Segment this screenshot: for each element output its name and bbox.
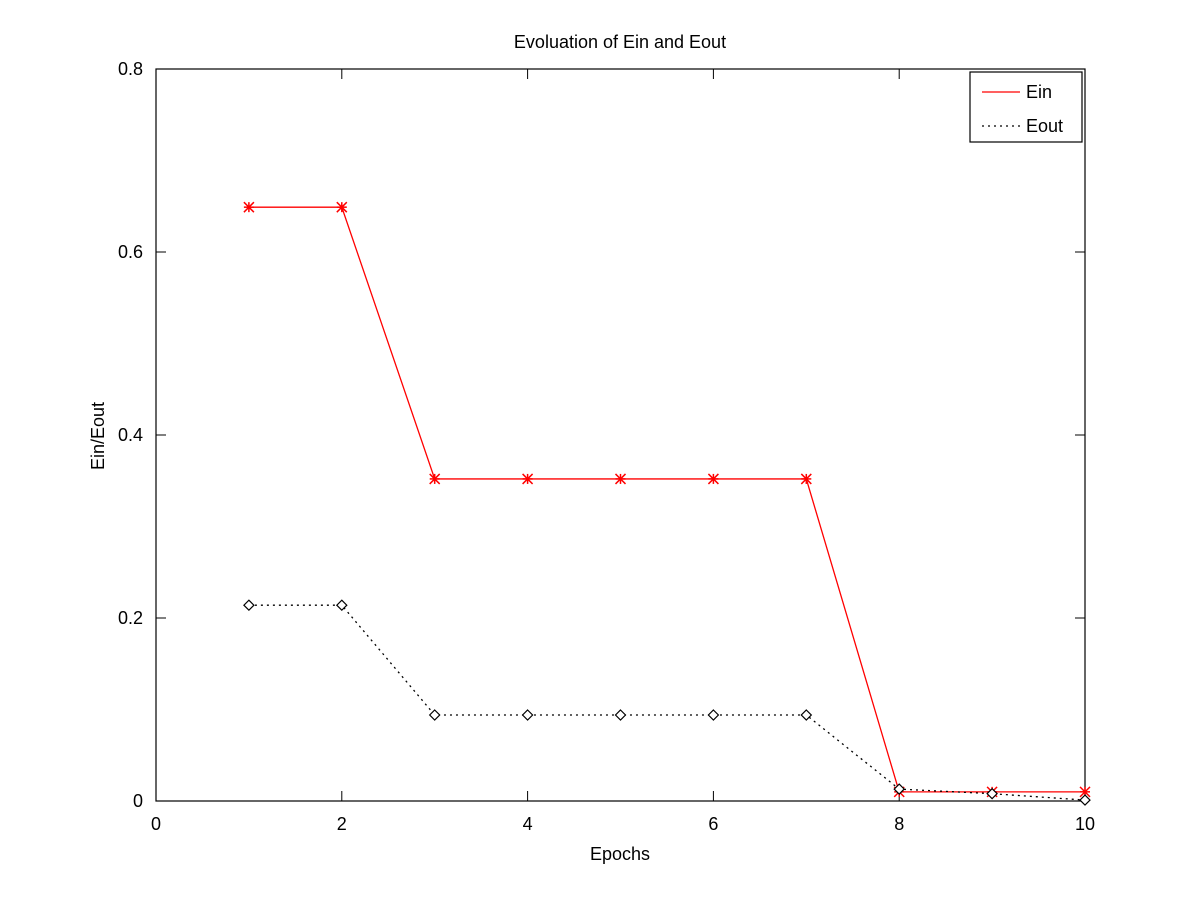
x-tick-label: 0 [151, 814, 161, 834]
data-point-eout [243, 599, 255, 612]
data-point-ein [243, 201, 255, 213]
marker-stroke [1079, 786, 1091, 798]
y-tick-label: 0.8 [118, 59, 143, 79]
data-point-eout [986, 787, 998, 800]
x-tick-label: 6 [708, 814, 718, 834]
legend-label-eout: Eout [1026, 116, 1063, 136]
marker-stroke [243, 201, 255, 213]
y-tick-label: 0 [133, 791, 143, 811]
legend: Ein Eout [969, 71, 1083, 143]
chart-title: Evoluation of Ein and Eout [514, 32, 726, 52]
data-point-eout [614, 709, 627, 721]
x-tick-label: 8 [894, 814, 904, 834]
data-point-ein [800, 473, 812, 485]
y-tick-label: 0.4 [118, 425, 143, 445]
marker-stroke [336, 201, 348, 213]
data-point-eout [800, 709, 813, 721]
data-point-ein [429, 473, 441, 485]
x-tick-label: 10 [1075, 814, 1095, 834]
x-tick-label: 2 [337, 814, 347, 834]
legend-box [969, 71, 1083, 143]
marker-stroke [707, 473, 719, 485]
data-point-eout [893, 783, 906, 795]
data-point-eout [521, 709, 534, 721]
series-line-eout [248, 604, 1086, 801]
data-point-ein [614, 473, 627, 485]
y-tick-label: 0.2 [118, 608, 143, 628]
marker-stroke [429, 473, 441, 485]
y-axis-label: Ein/Eout [88, 402, 108, 470]
plot-area: 0 2 4 6 8 10 0 0.2 0.4 0.6 0.8 [118, 59, 1095, 834]
series-ein [243, 201, 1091, 798]
series-eout [243, 599, 1091, 806]
data-point-eout [707, 709, 720, 721]
y-tick-label: 0.6 [118, 242, 143, 262]
data-point-eout [335, 599, 348, 612]
series-line-ein [248, 206, 1085, 793]
x-axis-label: Epochs [590, 844, 650, 864]
data-point-eout [1079, 794, 1091, 806]
x-tick-label: 4 [523, 814, 533, 834]
data-point-ein [336, 201, 348, 213]
data-point-ein [707, 473, 719, 485]
marker-stroke [614, 473, 627, 485]
marker-stroke [800, 473, 812, 485]
marker-stroke [522, 473, 534, 485]
data-point-ein [522, 473, 534, 485]
data-point-ein [1079, 786, 1091, 798]
data-point-eout [428, 709, 441, 721]
legend-label-ein: Ein [1026, 82, 1052, 102]
